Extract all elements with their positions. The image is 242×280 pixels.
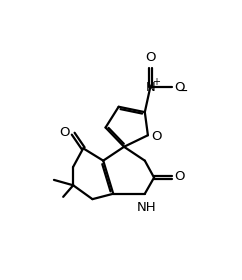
Text: O: O: [174, 81, 185, 94]
Text: O: O: [145, 52, 155, 64]
Text: O: O: [174, 170, 185, 183]
Text: −: −: [177, 85, 188, 98]
Text: N: N: [145, 81, 155, 94]
Text: O: O: [151, 130, 161, 143]
Text: O: O: [59, 127, 69, 139]
Text: +: +: [151, 77, 159, 87]
Text: NH: NH: [136, 201, 156, 214]
